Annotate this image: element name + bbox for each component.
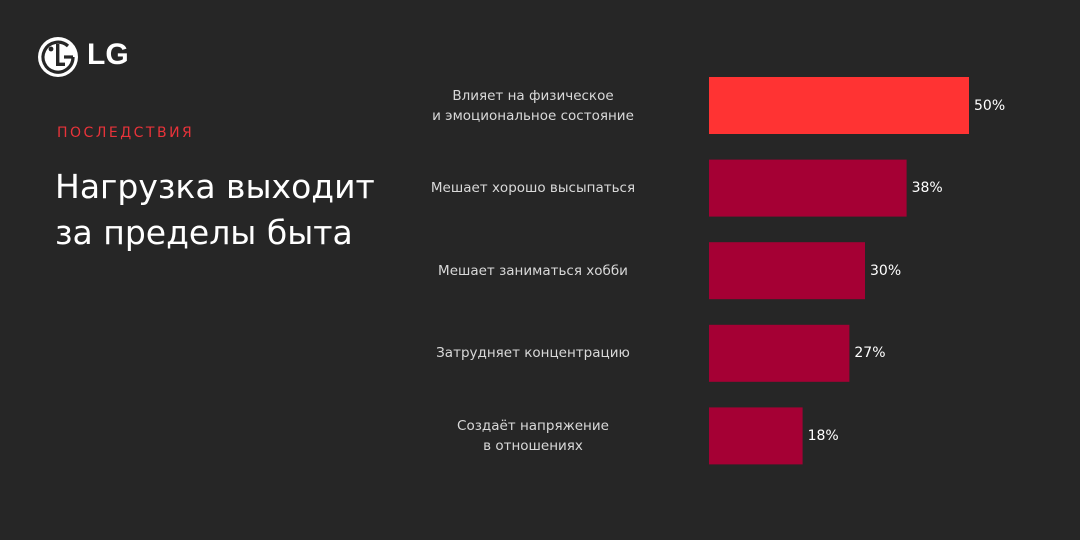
value-label: 30% bbox=[870, 262, 902, 279]
subtitle: ПОСЛЕДСТВИЯ bbox=[57, 125, 195, 141]
bar bbox=[709, 159, 907, 217]
bar bbox=[709, 407, 803, 465]
category-label: Влияет на физическое и эмоциональное сос… bbox=[432, 87, 634, 124]
category-label: Мешает хорошо высыпаться bbox=[430, 180, 636, 197]
bar bbox=[709, 77, 969, 134]
value-label: 38% bbox=[911, 180, 943, 197]
logo-text: LG bbox=[87, 38, 129, 71]
logo-mark bbox=[38, 37, 78, 77]
category-label: Создаёт напряжение в отношениях bbox=[457, 417, 609, 454]
bar bbox=[709, 242, 865, 300]
bar bbox=[709, 324, 850, 382]
category-label: Мешает заниматься хобби bbox=[438, 262, 628, 279]
value-label: 50% bbox=[974, 97, 1006, 114]
category-label: Затрудняет концентрацию bbox=[436, 345, 630, 362]
value-label: 18% bbox=[807, 427, 839, 444]
value-label: 27% bbox=[854, 345, 886, 362]
title: Нагрузка выходит за пределы быта bbox=[55, 167, 375, 252]
